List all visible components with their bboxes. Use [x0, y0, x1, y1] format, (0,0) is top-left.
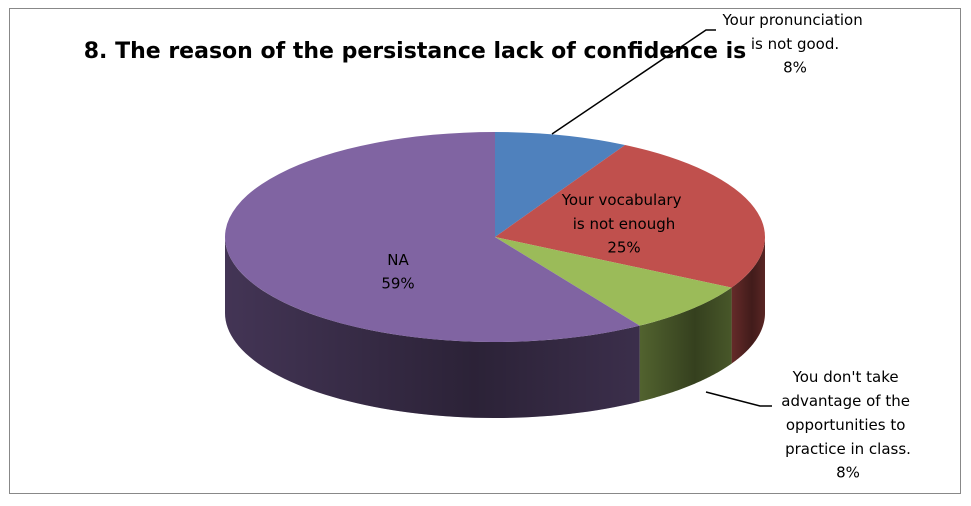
leader-line — [551, 29, 716, 135]
data-label-value: 8% — [783, 59, 807, 77]
data-label-value: 8% — [836, 464, 860, 482]
data-label-category: Your pronunciation is not good. — [722, 11, 868, 53]
data-label-value: 25% — [607, 239, 640, 257]
slice — [495, 237, 732, 326]
data-label-value: 59% — [381, 275, 414, 293]
chart-title: 8. The reason of the persistance lack of… — [84, 39, 747, 64]
leader-line — [705, 391, 772, 407]
slice — [495, 144, 765, 288]
slice-side-shade — [639, 287, 732, 402]
data-label-category: Your vocabulary is not enough — [561, 191, 686, 233]
slice — [495, 132, 626, 237]
slice-side-shade — [225, 237, 640, 418]
data-label-category: You don't take advantage of the opportun… — [781, 368, 915, 458]
slice-side-shade — [731, 237, 765, 364]
slice — [224, 132, 640, 342]
data-label-category: NA — [387, 251, 409, 269]
